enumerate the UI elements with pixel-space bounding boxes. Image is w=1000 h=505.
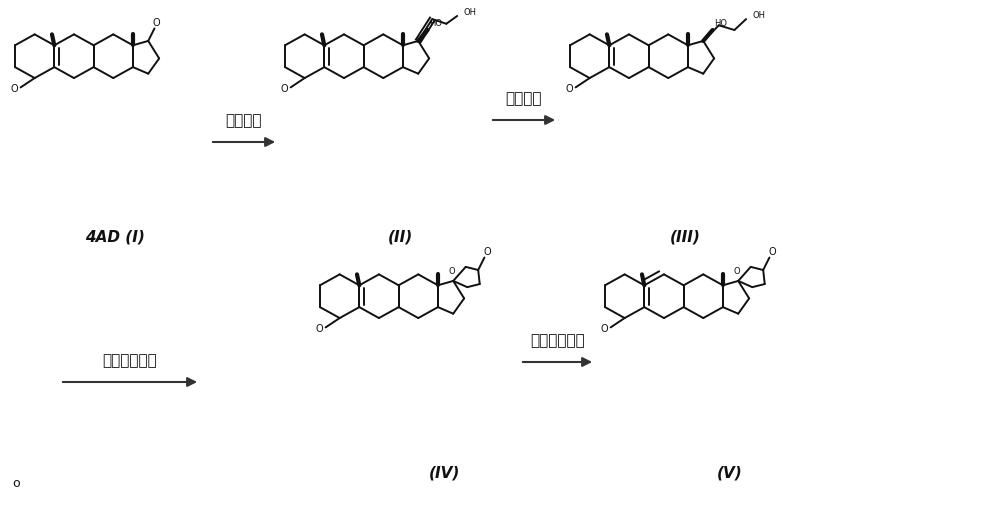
- Text: (II): (II): [387, 230, 413, 245]
- Text: O: O: [733, 267, 740, 276]
- Text: O: O: [769, 247, 776, 257]
- Text: 氢化反应: 氢化反应: [506, 91, 542, 106]
- Text: (III): (III): [670, 230, 700, 245]
- Text: 4AD (I): 4AD (I): [85, 230, 145, 245]
- Text: O: O: [566, 84, 573, 94]
- Text: HO: HO: [714, 19, 727, 28]
- Text: OH: OH: [752, 12, 765, 21]
- Text: HO: HO: [429, 19, 442, 28]
- Text: (V): (V): [717, 465, 743, 480]
- Text: 氧化环合反应: 氧化环合反应: [103, 353, 157, 368]
- Text: 倆化反应: 倆化反应: [226, 113, 262, 128]
- Text: 上溢脱溢反应: 上溢脱溢反应: [530, 333, 585, 348]
- Text: OH: OH: [463, 8, 476, 17]
- Text: O: O: [484, 247, 491, 257]
- Text: O: O: [281, 84, 288, 94]
- Text: o: o: [12, 477, 20, 490]
- Text: O: O: [152, 18, 160, 28]
- Text: O: O: [601, 324, 608, 334]
- Text: O: O: [316, 324, 323, 334]
- Text: O: O: [448, 267, 455, 276]
- Text: O: O: [11, 84, 18, 94]
- Text: (IV): (IV): [429, 465, 461, 480]
